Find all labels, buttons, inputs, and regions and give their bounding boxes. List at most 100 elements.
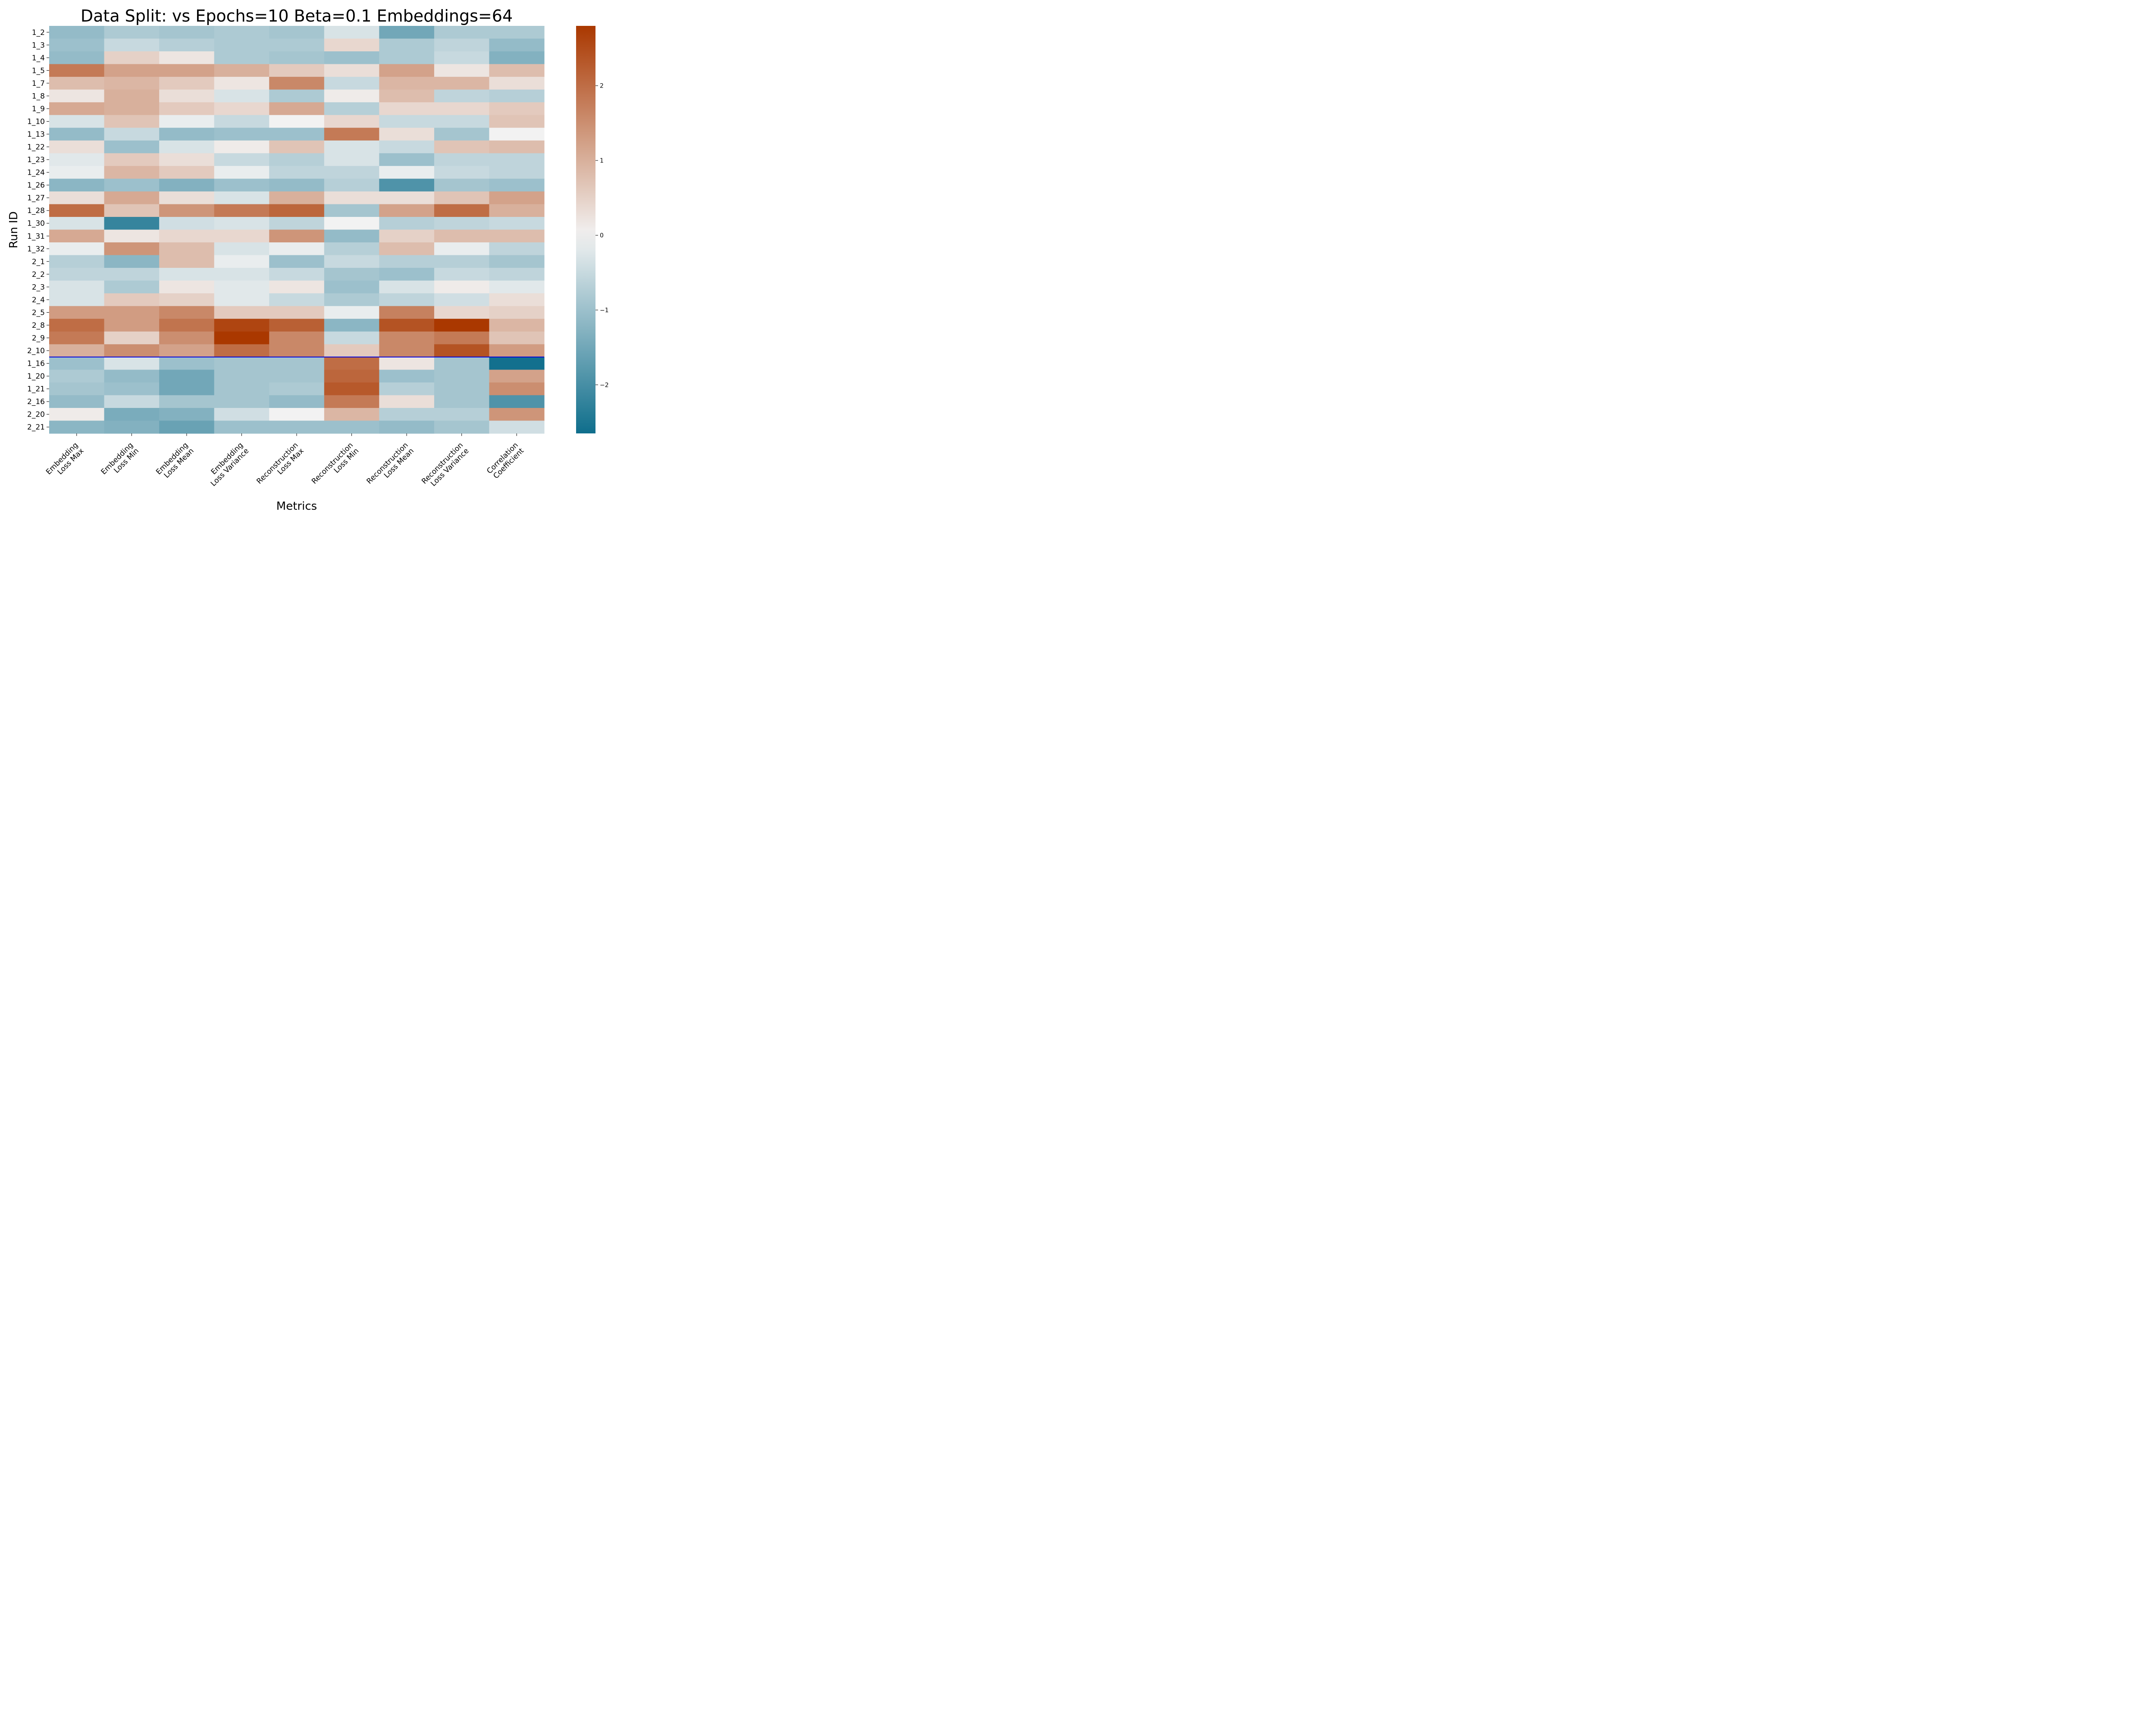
heatmap-cell xyxy=(159,216,215,230)
heatmap-cell xyxy=(434,229,490,243)
heatmap-cell xyxy=(379,115,435,128)
y-tick-label: 1_30 xyxy=(27,220,45,228)
heatmap-cell xyxy=(49,191,105,205)
x-tick-label: ReconstructionLoss Min xyxy=(310,441,360,491)
heatmap-cell xyxy=(269,293,325,307)
heatmap-cell xyxy=(489,77,545,90)
heatmap-cell xyxy=(434,216,490,230)
heatmap-cell xyxy=(269,38,325,52)
heatmap-cell xyxy=(489,128,545,141)
heatmap-cell xyxy=(489,293,545,307)
heatmap-cell xyxy=(269,370,325,383)
heatmap-cell xyxy=(434,128,490,141)
heatmap-cell xyxy=(104,395,160,408)
heatmap-cell xyxy=(379,51,435,65)
heatmap-cell xyxy=(159,77,215,90)
heatmap-cell xyxy=(379,306,435,319)
heatmap-cell xyxy=(269,306,325,319)
y-tick-label: 1_26 xyxy=(27,181,45,190)
heatmap-cell xyxy=(489,319,545,332)
heatmap-cell xyxy=(159,268,215,281)
heatmap-cell xyxy=(159,344,215,358)
heatmap-cell xyxy=(214,242,270,256)
heatmap-cell xyxy=(434,38,490,52)
heatmap-cell xyxy=(434,179,490,192)
y-tick-label: 1_23 xyxy=(27,156,45,164)
y-tick-label: 1_27 xyxy=(27,194,45,203)
heatmap-cell xyxy=(434,255,490,268)
heatmap-cell xyxy=(324,319,379,332)
heatmap-cell xyxy=(434,26,490,39)
heatmap-cell xyxy=(104,382,160,396)
heatmap-cell xyxy=(159,179,215,192)
heatmap-cell xyxy=(489,102,545,116)
heatmap-cell xyxy=(49,179,105,192)
heatmap-cell xyxy=(49,370,105,383)
heatmap-cell xyxy=(269,26,325,39)
heatmap-cell xyxy=(49,331,105,345)
heatmap-cell xyxy=(269,64,325,77)
heatmap-cell xyxy=(324,140,379,154)
heatmap-cell xyxy=(324,115,379,128)
y-tick-label: 1_8 xyxy=(32,92,45,100)
heatmap-cell xyxy=(434,357,490,370)
heatmap-cell xyxy=(324,395,379,408)
heatmap-cell xyxy=(489,357,545,370)
heatmap-cell xyxy=(379,26,435,39)
heatmap-cell xyxy=(159,26,215,39)
heatmap-cell xyxy=(379,370,435,383)
heatmap-cell xyxy=(324,191,379,205)
heatmap-cell xyxy=(269,216,325,230)
heatmap-cell xyxy=(489,255,545,268)
heatmap-cell xyxy=(379,166,435,179)
heatmap-cell xyxy=(324,166,379,179)
heatmap-cell xyxy=(324,331,379,345)
heatmap-cell xyxy=(104,38,160,52)
heatmap-cell xyxy=(214,255,270,268)
heatmap-cell xyxy=(434,89,490,103)
heatmap-cell xyxy=(379,242,435,256)
heatmap-cell xyxy=(104,229,160,243)
y-tick-label: 2_20 xyxy=(27,411,45,419)
heatmap-cell xyxy=(214,395,270,408)
y-tick-label: 2_21 xyxy=(27,423,45,432)
y-tick-label: 1_3 xyxy=(32,41,45,50)
heatmap-cell xyxy=(489,420,545,434)
heatmap-cell xyxy=(489,344,545,358)
colorbar-tick-label: 1 xyxy=(600,157,604,164)
heatmap-cell xyxy=(434,51,490,65)
heatmap-cell xyxy=(159,319,215,332)
heatmap-cell xyxy=(379,89,435,103)
heatmap-cell xyxy=(434,420,490,434)
heatmap-cell xyxy=(324,216,379,230)
heatmap-cell xyxy=(324,128,379,141)
heatmap-cell xyxy=(434,370,490,383)
heatmap-cell xyxy=(104,64,160,77)
heatmap-cell xyxy=(489,191,545,205)
heatmap-cell xyxy=(269,77,325,90)
heatmap-cell xyxy=(104,293,160,307)
heatmap-cell xyxy=(49,395,105,408)
heatmap-cell xyxy=(49,89,105,103)
heatmap-cell xyxy=(104,255,160,268)
heatmap-cell xyxy=(214,370,270,383)
heatmap-cell xyxy=(104,331,160,345)
heatmap-cell xyxy=(49,166,105,179)
heatmap-cell xyxy=(214,306,270,319)
heatmap-cell xyxy=(104,140,160,154)
heatmap-cell xyxy=(214,38,270,52)
heatmap-cell xyxy=(434,344,490,358)
heatmap-cell xyxy=(159,115,215,128)
heatmap-cell xyxy=(104,242,160,256)
y-tick-label: 2_4 xyxy=(32,296,45,304)
heatmap-cell xyxy=(379,38,435,52)
x-tick-label: ReconstructionLoss Mean xyxy=(365,441,416,491)
y-tick-label: 1_2 xyxy=(32,28,45,37)
heatmap-cell xyxy=(324,77,379,90)
heatmap-cell xyxy=(489,331,545,345)
y-tick-label: 2_16 xyxy=(27,398,45,406)
heatmap-cell xyxy=(434,102,490,116)
heatmap-cell xyxy=(159,357,215,370)
heatmap-cell xyxy=(269,179,325,192)
heatmap-cell xyxy=(269,229,325,243)
